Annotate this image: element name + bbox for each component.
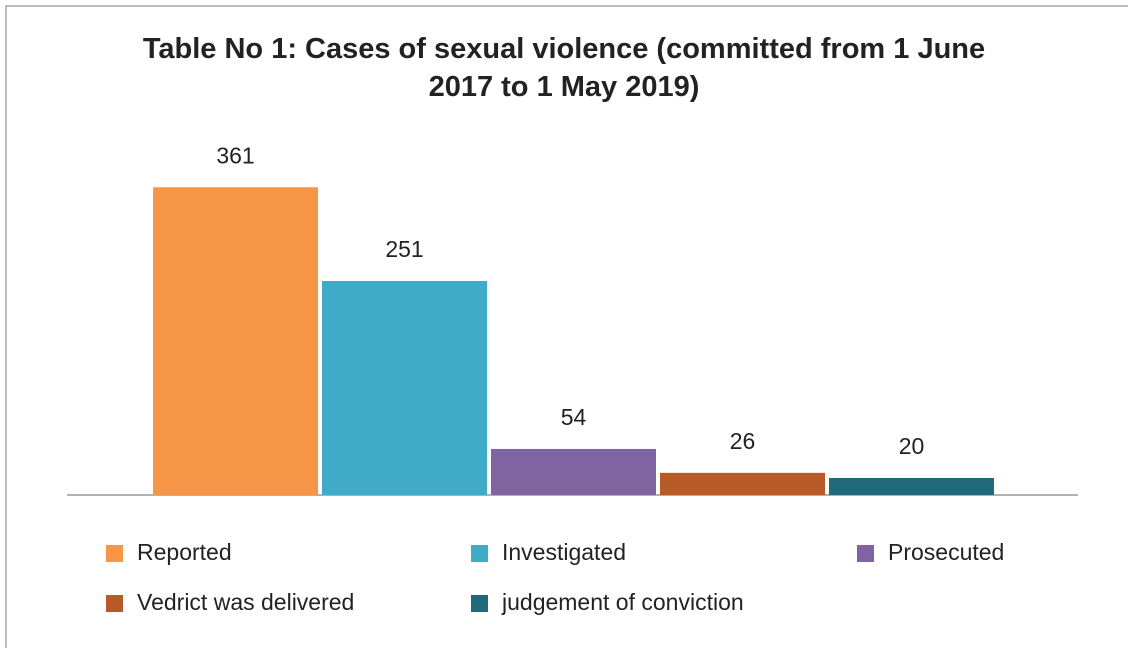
chart-title: Table No 1: Cases of sexual violence (co…	[142, 33, 986, 103]
value-label: 26	[730, 428, 756, 454]
value-label: 361	[216, 142, 254, 168]
legend-swatch	[471, 545, 488, 562]
value-label: 20	[899, 433, 925, 459]
legend-label: Reported	[137, 539, 232, 565]
frame	[5, 5, 1128, 648]
title-box: Table No 1: Cases of sexual violence (co…	[0, 30, 1128, 106]
legend-label: Investigated	[502, 539, 626, 565]
bar	[491, 448, 656, 495]
bar	[322, 281, 487, 495]
legend-label: Vedrict was delivered	[137, 589, 354, 615]
legend-label: judgement of conviction	[501, 589, 744, 615]
legend-swatch	[106, 595, 123, 612]
legend-swatch	[857, 545, 874, 562]
value-label: 251	[385, 236, 423, 262]
legend-swatch	[471, 595, 488, 612]
bar	[829, 477, 994, 495]
bar	[153, 187, 318, 495]
legend-swatch	[106, 545, 123, 562]
legend-label: Prosecuted	[888, 539, 1004, 565]
value-label: 54	[561, 404, 587, 430]
bar	[660, 472, 825, 495]
